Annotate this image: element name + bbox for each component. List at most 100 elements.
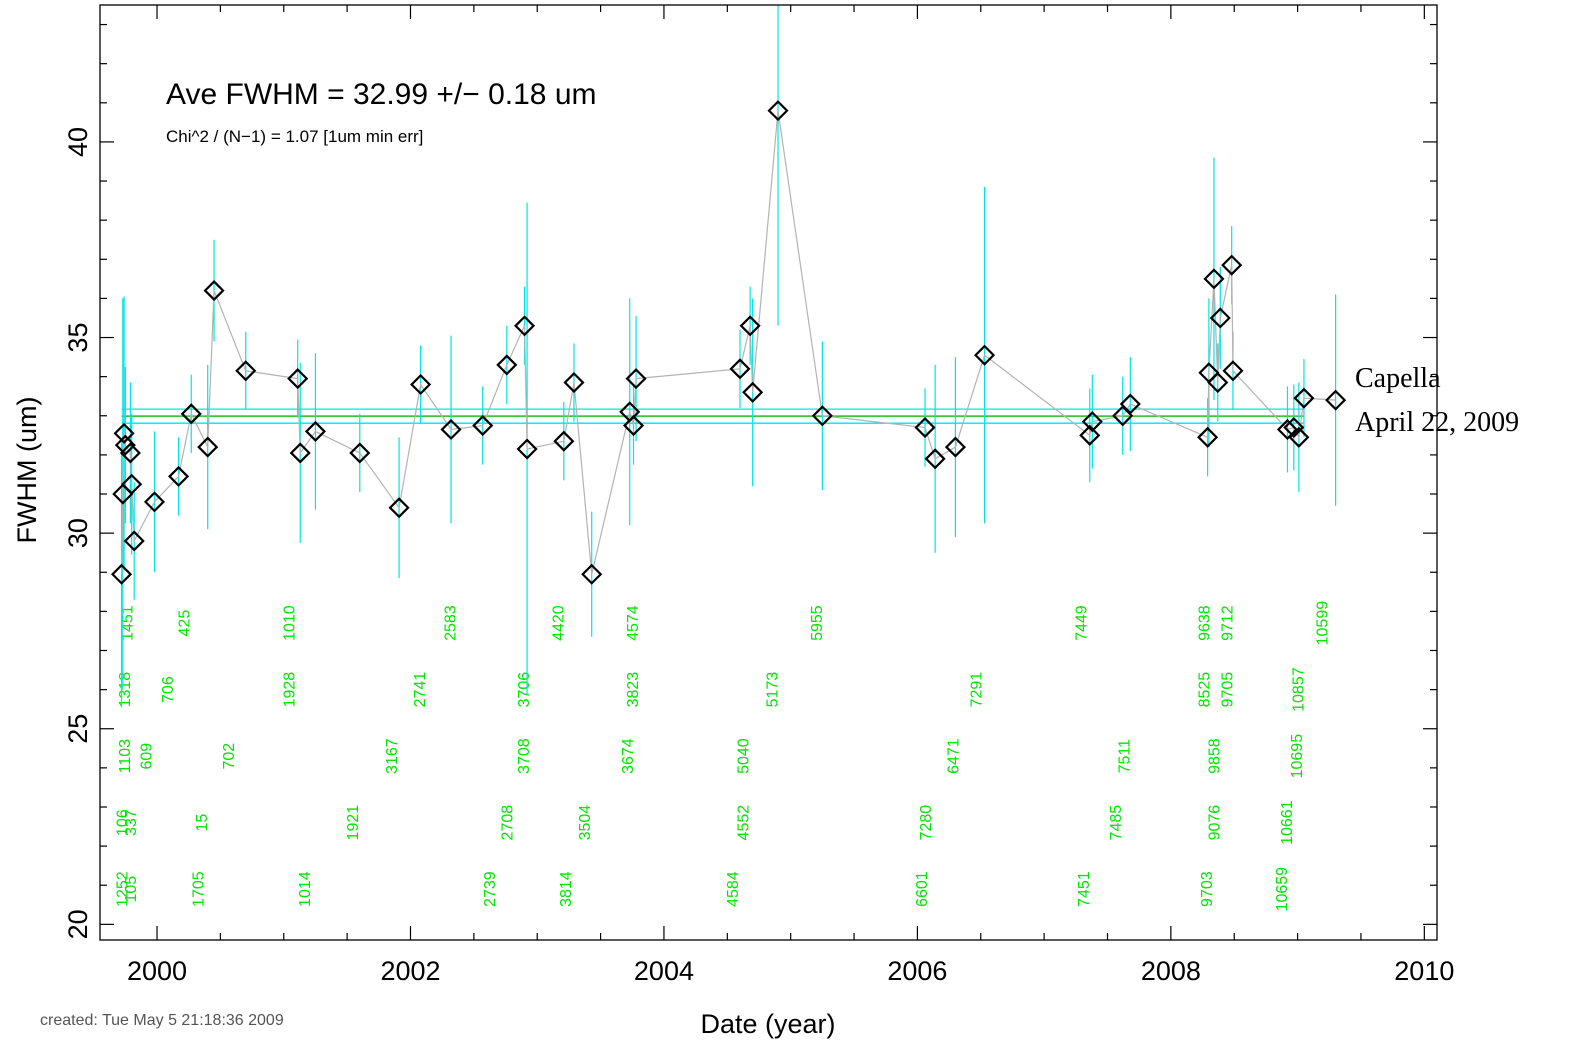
data-point [114,434,136,456]
data-point [729,358,751,380]
obsid-label: 3504 [577,805,594,841]
data-point [203,280,225,302]
data-point [1203,268,1225,290]
target-name: Capella [1355,363,1441,394]
data-point [1325,389,1347,411]
obsid-label: 8525 [1197,672,1214,708]
obsid-label: 2583 [443,605,460,641]
obsid-label: 609 [138,743,155,770]
data-point [440,418,462,441]
data-point [767,100,789,122]
x-tick-label: 2008 [1141,956,1201,986]
y-tick-label: 20 [63,909,93,939]
obsid-label: 3674 [620,738,637,774]
x-tick-label: 2010 [1394,956,1454,986]
data-point [625,368,647,390]
obsid-label: 9858 [1207,738,1224,774]
obsid-label: 3706 [516,672,533,708]
obsid-label: 3823 [625,672,642,708]
obsid-label: 7449 [1074,605,1091,641]
obsid-label: 9076 [1207,805,1224,841]
data-points [110,100,1347,585]
data-point [472,414,494,437]
obsid-label: 105 [123,876,140,903]
data-point [914,416,936,439]
obsid-label: 3167 [384,738,401,774]
average-fwhm-text: Ave FWHM = 32.99 +/− 0.18 um [166,78,597,111]
chi-square-text: Chi^2 / (N−1) = 1.07 [1um min err] [166,127,423,146]
target-date: April 22, 2009 [1355,407,1519,438]
data-point [1119,393,1141,415]
data-point [180,403,202,425]
average-band [121,408,1304,424]
obsid-label: 10661 [1279,800,1296,845]
data-point [1276,418,1299,441]
data-point [1209,307,1231,329]
data-point [811,405,833,427]
data-point [1079,424,1101,446]
data-point [197,436,219,458]
data-point [739,315,761,337]
obsid-label: 10659 [1274,867,1291,912]
obsid-label: 7511 [1117,739,1134,774]
data-point [1293,387,1315,409]
data-point [553,430,575,452]
obsid-label: 4420 [550,605,567,641]
obsid-label: 7280 [918,805,935,841]
created-timestamp: created: Tue May 5 21:18:36 2009 [40,1012,284,1029]
data-point [388,497,410,519]
obsid-label: 1252 [114,871,131,907]
obsid-label: 1010 [282,605,299,641]
obsid-label: 9638 [1197,605,1214,641]
obsid-label: 3814 [558,871,575,907]
obsid-label: 6601 [914,871,931,907]
data-point [974,344,996,366]
y-tick-label: 30 [63,518,93,548]
data-point [742,381,764,403]
obsid-label: 7485 [1108,805,1125,841]
data-point [1081,411,1103,433]
data-point [513,315,536,337]
data-point [516,438,538,460]
obsid-label: 5040 [735,738,752,774]
obsid-label: 10857 [1290,667,1307,712]
obsid-label: 5173 [764,672,781,708]
data-point [235,360,257,382]
x-tick-label: 2000 [127,956,187,986]
x-tick-label: 2002 [380,956,440,986]
data-point [289,442,311,464]
x-tick-label: 2006 [887,956,947,986]
obsid-label: 2739 [482,871,499,907]
data-point [143,491,166,513]
obsid-label: 2741 [412,672,429,708]
obsid-label: 1921 [345,805,362,841]
data-point [1207,371,1229,394]
data-point [349,442,371,464]
y-tick-label: 25 [63,714,93,744]
obsid-label: 6471 [946,738,963,774]
obsid-label: 1451 [119,605,136,641]
obsid-label: 4574 [625,605,642,641]
obsid-label: 7291 [968,672,985,708]
data-point [168,465,190,487]
data-point [1222,360,1244,382]
obsid-label: 106 [114,809,131,836]
obsid-labels: 1451 425 1010 2583 4420 4574 5955 7449 9638 9712 1… [114,601,1331,912]
obsid-label: 1103 [117,739,134,774]
data-point [1283,416,1305,439]
obsid-label: 4552 [735,805,752,841]
obsid-label: 706 [160,676,177,703]
obsid-label: 2708 [500,805,517,841]
data-point [622,414,645,437]
obsid-label: 337 [123,809,140,836]
data-point [110,563,133,585]
obsid-label: 1318 [117,672,134,708]
obsid-label: 1014 [297,871,314,907]
data-point [924,448,946,470]
obsid-label: 1928 [282,672,299,708]
x-axis-label: Date (year) [700,1009,835,1039]
obsid-label: 4584 [725,871,742,907]
data-point [496,354,518,376]
data-point [581,563,603,585]
